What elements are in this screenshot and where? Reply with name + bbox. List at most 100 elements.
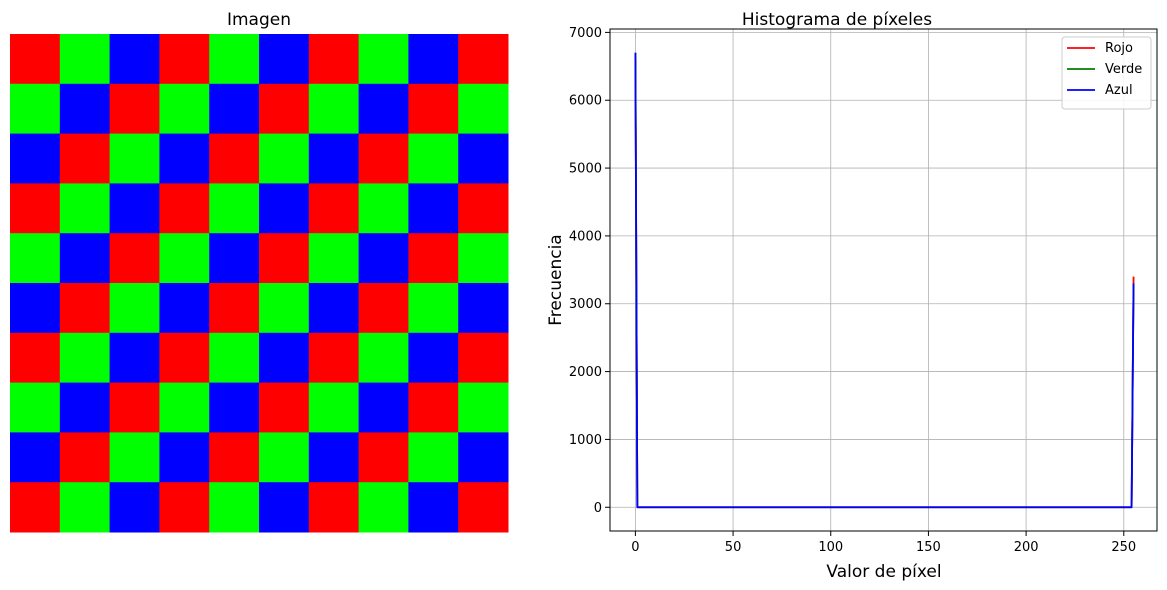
image-cell	[109, 233, 160, 284]
image-panel: Imagen	[10, 10, 509, 533]
legend: Rojo Verde Azul	[1061, 36, 1152, 110]
legend-label-rojo: Rojo	[1105, 41, 1133, 56]
image-cell	[408, 183, 459, 234]
image-cell	[358, 432, 409, 483]
checkerboard-image	[10, 34, 509, 533]
image-cell	[109, 283, 160, 334]
image-cell	[10, 382, 61, 433]
series-line-rojo	[634, 59, 1135, 509]
image-cell	[358, 133, 409, 184]
x-tick-label: 250	[1111, 540, 1136, 555]
image-cell	[59, 482, 111, 533]
image-cell	[159, 233, 210, 284]
image-cell	[458, 332, 509, 384]
image-cell	[408, 283, 459, 334]
image-cell	[408, 482, 459, 533]
image-cell	[59, 432, 111, 483]
legend-label-azul: Azul	[1105, 83, 1133, 98]
image-cell	[308, 34, 360, 85]
image-cell	[109, 432, 160, 483]
image-cell	[308, 482, 360, 533]
image-cell	[59, 332, 111, 384]
image-cell	[10, 233, 61, 284]
histogram-panel: Histograma de píxeles 0 50 100 150 200 250 0 1…	[546, 10, 1158, 582]
image-cell	[259, 233, 310, 284]
image-cell	[458, 183, 509, 234]
image-cell	[159, 482, 210, 533]
y-tick-label: 2000	[569, 365, 602, 380]
image-cell	[209, 34, 260, 85]
image-cell	[109, 83, 160, 135]
y-tick-label: 6000	[569, 94, 602, 109]
chart-title: Histograma de píxeles	[742, 10, 932, 30]
image-cell	[109, 183, 160, 234]
image-cell	[259, 283, 310, 334]
image-cell	[308, 432, 360, 483]
image-cell	[358, 482, 409, 533]
x-axis-label: Valor de píxel	[826, 562, 941, 582]
image-cell	[408, 133, 459, 184]
image-cell	[159, 133, 210, 184]
legend-items: Rojo Verde Azul	[1067, 41, 1142, 98]
image-cell	[358, 332, 409, 384]
image-cell	[109, 482, 160, 533]
legend-label-verde: Verde	[1105, 62, 1142, 77]
image-cell	[59, 283, 111, 334]
image-cell	[109, 382, 160, 433]
image-cell	[358, 233, 409, 284]
y-tick-label: 3000	[569, 297, 602, 312]
image-cell	[59, 382, 111, 433]
image-cell	[209, 482, 260, 533]
y-tick-label: 0	[594, 501, 602, 516]
image-cell	[209, 183, 260, 234]
y-tick-label: 7000	[569, 26, 602, 41]
image-cell	[458, 382, 509, 433]
image-cell	[408, 34, 459, 85]
image-cell	[209, 233, 260, 284]
x-ticks: 0 50 100 150 200 250	[631, 531, 1136, 555]
image-cell	[259, 432, 310, 483]
series-lines	[634, 52, 1135, 509]
image-cell	[308, 233, 360, 284]
image-cell	[259, 34, 310, 85]
image-cell	[458, 283, 509, 334]
image-cell	[358, 34, 409, 85]
image-cell	[10, 332, 61, 384]
image-cell	[209, 382, 260, 433]
image-cell	[10, 34, 61, 85]
image-cell	[358, 283, 409, 334]
image-cell	[59, 233, 111, 284]
image-cell	[458, 432, 509, 483]
image-cell	[259, 133, 310, 184]
image-cell	[59, 183, 111, 234]
image-cell	[259, 382, 310, 433]
image-cell	[458, 34, 509, 85]
image-cell	[408, 233, 459, 284]
image-cell	[358, 83, 409, 135]
image-cell	[209, 283, 260, 334]
image-cell	[209, 133, 260, 184]
y-tick-label: 5000	[569, 162, 602, 177]
x-tick-label: 150	[916, 540, 941, 555]
image-cell	[408, 432, 459, 483]
image-cell	[109, 332, 160, 384]
image-cell	[10, 133, 61, 184]
image-cell	[10, 83, 61, 135]
image-cell	[159, 183, 210, 234]
image-cell	[10, 432, 61, 483]
image-cell	[159, 83, 210, 135]
image-cell	[259, 83, 310, 135]
legend-box	[1061, 36, 1152, 110]
image-cell	[308, 382, 360, 433]
series-line-azul	[634, 52, 1135, 509]
image-cell	[308, 133, 360, 184]
image-title: Imagen	[227, 10, 291, 30]
y-ticks: 0 1000 2000 3000 4000 5000 6000 7000	[569, 26, 610, 516]
image-cell	[308, 83, 360, 135]
x-tick-label: 50	[725, 540, 742, 555]
image-cell	[259, 183, 310, 234]
image-cell	[308, 332, 360, 384]
image-cell	[458, 83, 509, 135]
plot-frame	[609, 28, 1158, 532]
image-cell	[10, 482, 61, 533]
